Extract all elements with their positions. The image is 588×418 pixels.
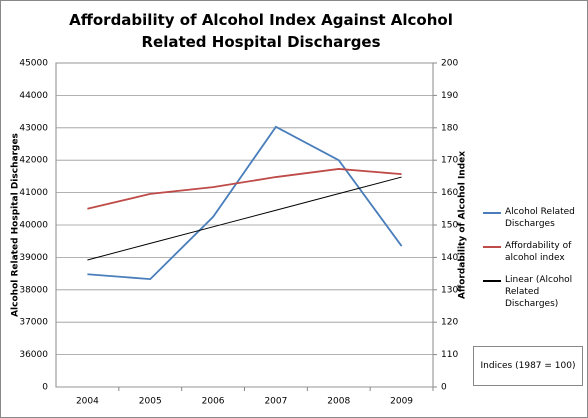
y2-tick-label: 0 [441, 383, 447, 393]
x-tick-label: 2008 [327, 397, 350, 407]
y-tick-label: 36000 [19, 350, 48, 360]
series-line [87, 176, 402, 261]
annotation: Indices (1987 = 100) [473, 346, 583, 386]
y-tick-label: 44000 [19, 91, 48, 101]
y2-tick-label: 150 [441, 221, 458, 231]
legend-item: Linear (Alcohol Related Discharges) [479, 274, 587, 310]
y2-tick-label: 190 [441, 91, 458, 101]
legend-swatch [483, 280, 501, 282]
y2-tick-label: 120 [441, 318, 458, 328]
legend-label: Affordability of alcohol index [505, 241, 572, 263]
legend-label: Linear (Alcohol Related Discharges) [505, 275, 573, 309]
x-tick-label: 2005 [139, 397, 162, 407]
y2-tick-label: 180 [441, 123, 458, 133]
legend-item: Alcohol Related Discharges [479, 206, 587, 230]
legend-swatch [483, 246, 501, 248]
legend-swatch [483, 212, 501, 214]
y2-tick-label: 160 [441, 188, 458, 198]
y2-axis-label: Affordability of Alcohol Index [458, 151, 468, 299]
legend-item: Affordability of alcohol index [479, 240, 587, 264]
y2-tick-label: 170 [441, 156, 458, 166]
legend: Alcohol Related Discharges Affordability … [479, 206, 587, 320]
y-tick-label: 45000 [19, 59, 48, 69]
y-tick-label: 42000 [19, 156, 48, 166]
y2-tick-label: 140 [441, 253, 458, 263]
y-tick-label: 40000 [19, 221, 48, 231]
y-tick-label: 37000 [19, 318, 48, 328]
x-tick-label: 2009 [390, 397, 413, 407]
y-tick-label: 43000 [19, 123, 48, 133]
y-tick-label: 39000 [19, 253, 48, 263]
series-line [87, 125, 403, 281]
x-tick-label: 2006 [202, 397, 225, 407]
y2-tick-label: 130 [441, 285, 458, 295]
x-tick-label: 2007 [264, 397, 287, 407]
y-axis-label: Alcohol Related Hospital Discharges [11, 133, 21, 317]
legend-label: Alcohol Related Discharges [505, 207, 575, 229]
y-tick-label: 0 [42, 383, 48, 393]
series-line [87, 168, 402, 210]
y2-tick-label: 110 [441, 350, 458, 360]
chart-title: Affordability of Alcohol Index Against A… [69, 11, 453, 51]
y-tick-label: 38000 [19, 285, 48, 295]
x-tick-label: 2004 [76, 397, 99, 407]
y-tick-label: 41000 [19, 188, 48, 198]
y2-tick-label: 200 [441, 59, 458, 69]
